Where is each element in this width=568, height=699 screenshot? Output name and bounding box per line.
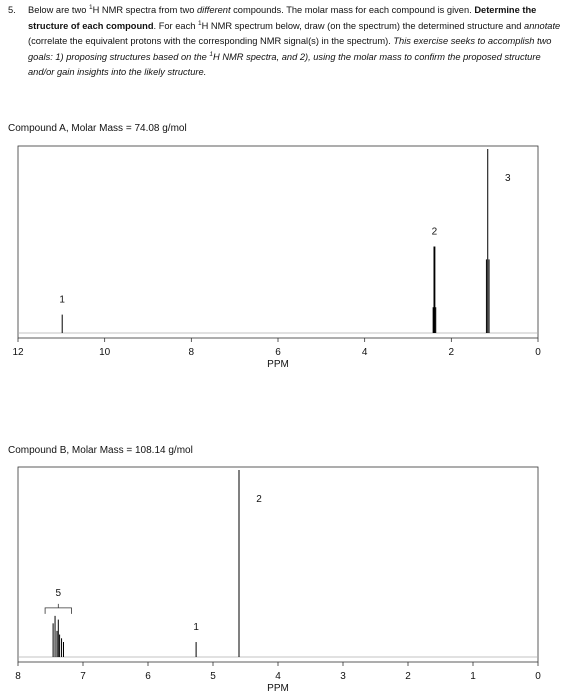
text: annotate — [524, 20, 561, 31]
x-tick-label: 4 — [362, 347, 368, 358]
text: . For each — [153, 20, 198, 31]
x-tick-label: 0 — [535, 671, 541, 682]
plot-frame — [17, 145, 539, 339]
text: Below are two — [28, 5, 89, 15]
text: (correlate the equivalent protons with t… — [28, 36, 394, 47]
x-axis-label: PPM — [267, 683, 289, 694]
sup: 1 — [209, 50, 214, 58]
text: H NMR spectra from two — [92, 5, 197, 15]
x-tick-label: 2 — [449, 347, 455, 358]
x-tick-label: 10 — [99, 347, 111, 358]
text: compounds. The molar mass for each compo… — [230, 5, 475, 15]
x-tick-label: 6 — [275, 347, 281, 358]
bracket — [44, 603, 72, 614]
text: H NMR spectrum below, draw (on the spect… — [201, 20, 525, 31]
x-tick-label: 6 — [145, 671, 151, 682]
peak-label: 1 — [59, 295, 65, 306]
x-tick-label: 12 — [12, 347, 24, 358]
x-tick-label: 8 — [189, 347, 195, 358]
x-tick-label: 2 — [405, 671, 411, 682]
peak-label: 2 — [432, 227, 438, 238]
text: Determine the structure of each compound — [28, 5, 537, 31]
x-tick-label: 1 — [470, 671, 476, 682]
sup: 1 — [88, 3, 93, 11]
plot-frame — [17, 466, 539, 663]
sup: 1 — [197, 19, 202, 27]
question-number: 5. — [8, 5, 16, 15]
question-text: Below are two 1H NMR spectra from two di… — [28, 3, 562, 81]
chart-title: Compound B, Molar Mass = 108.14 g/mol — [8, 445, 193, 456]
text: different — [196, 5, 231, 15]
peak-label: 1 — [193, 622, 199, 633]
peak-label: 2 — [256, 494, 262, 505]
x-tick-label: 7 — [80, 671, 86, 682]
x-axis-label: PPM — [267, 359, 289, 370]
text: H NMR spectra, and 2), using the molar m… — [28, 51, 541, 78]
chart-title: Compound A, Molar Mass = 74.08 g/mol — [8, 123, 187, 134]
x-tick-label: 5 — [210, 671, 216, 682]
peak-label: 5 — [56, 588, 62, 599]
peak-label: 3 — [505, 173, 511, 184]
question: 5. Below are two 1H NMR spectra from two… — [8, 3, 562, 81]
x-tick-label: 4 — [275, 671, 281, 682]
x-tick-label: 0 — [535, 347, 541, 358]
x-tick-label: 3 — [340, 671, 346, 682]
text: This exercise seeks to accomplish two go… — [28, 36, 552, 62]
x-tick-label: 8 — [15, 671, 21, 682]
